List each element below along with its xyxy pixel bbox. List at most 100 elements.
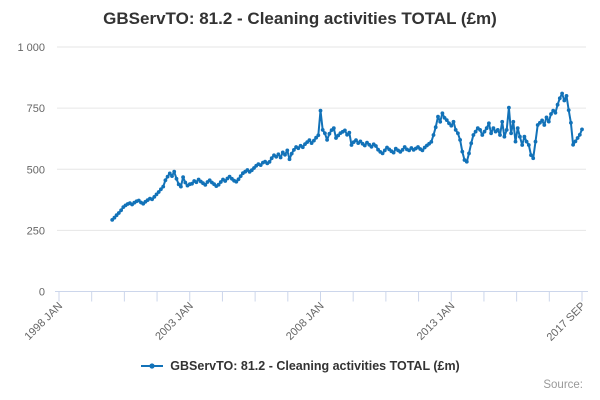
data-point-marker[interactable] bbox=[116, 211, 121, 215]
data-point-marker[interactable] bbox=[509, 131, 513, 136]
data-point-marker[interactable] bbox=[560, 91, 564, 96]
data-point-marker[interactable] bbox=[533, 139, 538, 144]
data-point-marker[interactable] bbox=[573, 139, 578, 144]
data-point-marker[interactable] bbox=[312, 138, 316, 143]
data-point-marker[interactable] bbox=[564, 94, 569, 98]
data-point-marker[interactable] bbox=[347, 130, 352, 135]
data-point-marker[interactable] bbox=[283, 152, 287, 157]
data-point-marker[interactable] bbox=[433, 125, 438, 130]
data-point-marker[interactable] bbox=[314, 135, 318, 140]
data-point-marker[interactable] bbox=[518, 134, 522, 139]
data-point-marker[interactable] bbox=[458, 138, 462, 142]
data-point-marker[interactable] bbox=[269, 156, 274, 161]
data-point-marker[interactable] bbox=[402, 145, 407, 149]
data-point-marker[interactable] bbox=[320, 128, 325, 132]
data-point-marker[interactable] bbox=[471, 133, 476, 137]
data-point-marker[interactable] bbox=[449, 123, 454, 128]
data-point-marker[interactable] bbox=[513, 139, 518, 144]
data-point-marker[interactable] bbox=[216, 182, 221, 187]
data-point-marker[interactable] bbox=[491, 126, 496, 131]
data-point-marker[interactable] bbox=[540, 118, 544, 123]
data-point-marker[interactable] bbox=[343, 128, 347, 133]
series-line[interactable] bbox=[111, 92, 583, 221]
data-point-marker[interactable] bbox=[258, 163, 263, 167]
data-point-marker[interactable] bbox=[156, 190, 161, 194]
data-point-marker[interactable] bbox=[495, 128, 500, 132]
data-point-marker[interactable] bbox=[296, 146, 301, 151]
data-point-marker[interactable] bbox=[369, 144, 374, 149]
data-point-marker[interactable] bbox=[456, 131, 460, 136]
data-point-marker[interactable] bbox=[154, 192, 159, 197]
data-point-marker[interactable] bbox=[507, 105, 511, 110]
data-point-marker[interactable] bbox=[287, 157, 292, 162]
data-point-marker[interactable] bbox=[181, 175, 186, 180]
data-point-marker[interactable] bbox=[349, 143, 354, 147]
data-point-marker[interactable] bbox=[309, 141, 314, 145]
chart-canvas[interactable]: 0 250 500 750 1 000 1998 JAN 2003 JAN 2008 JAN 2… bbox=[0, 40, 600, 355]
data-point-marker[interactable] bbox=[502, 134, 507, 139]
data-point-marker[interactable] bbox=[469, 141, 474, 146]
data-point-marker[interactable] bbox=[562, 98, 567, 103]
data-point-marker[interactable] bbox=[407, 148, 411, 153]
data-point-marker[interactable] bbox=[318, 108, 323, 113]
data-point-marker[interactable] bbox=[203, 183, 208, 187]
data-point-marker[interactable] bbox=[234, 179, 239, 184]
data-point-marker[interactable] bbox=[354, 138, 358, 143]
data-point-marker[interactable] bbox=[542, 123, 547, 127]
data-point-marker[interactable] bbox=[489, 131, 493, 136]
data-point-marker[interactable] bbox=[159, 187, 163, 192]
data-point-marker[interactable] bbox=[473, 129, 478, 134]
data-point-marker[interactable] bbox=[380, 151, 385, 156]
data-point-marker[interactable] bbox=[460, 149, 465, 154]
data-point-marker[interactable] bbox=[429, 140, 434, 144]
data-point-marker[interactable] bbox=[400, 148, 405, 152]
data-point-marker[interactable] bbox=[325, 138, 329, 142]
data-point-marker[interactable] bbox=[546, 119, 551, 124]
data-point-marker[interactable] bbox=[531, 156, 536, 161]
data-point-marker[interactable] bbox=[482, 129, 487, 134]
data-point-marker[interactable] bbox=[278, 155, 283, 160]
data-point-marker[interactable] bbox=[163, 178, 168, 183]
data-point-marker[interactable] bbox=[236, 177, 241, 182]
data-point-marker[interactable] bbox=[170, 174, 174, 179]
data-point-marker[interactable] bbox=[172, 169, 177, 174]
data-point-marker[interactable] bbox=[526, 143, 531, 147]
data-point-marker[interactable] bbox=[179, 184, 183, 189]
data-point-marker[interactable] bbox=[511, 119, 516, 124]
data-point-marker[interactable] bbox=[112, 215, 117, 220]
data-point-marker[interactable] bbox=[362, 143, 367, 148]
data-point-marker[interactable] bbox=[276, 152, 281, 157]
data-point-marker[interactable] bbox=[520, 143, 525, 147]
data-point-marker[interactable] bbox=[453, 128, 458, 132]
data-point-marker[interactable] bbox=[464, 159, 469, 164]
data-point-marker[interactable] bbox=[522, 134, 527, 139]
data-point-marker[interactable] bbox=[183, 180, 188, 185]
data-point-marker[interactable] bbox=[515, 126, 520, 131]
data-point-marker[interactable] bbox=[152, 195, 157, 199]
data-point-marker[interactable] bbox=[218, 180, 223, 184]
data-point-marker[interactable] bbox=[529, 153, 533, 157]
data-point-marker[interactable] bbox=[358, 139, 363, 144]
data-point-marker[interactable] bbox=[438, 119, 443, 124]
data-point-marker[interactable] bbox=[165, 174, 170, 179]
data-point-marker[interactable] bbox=[484, 126, 489, 131]
data-point-marker[interactable] bbox=[577, 132, 582, 137]
data-point-marker[interactable] bbox=[553, 110, 558, 115]
data-point-marker[interactable] bbox=[374, 144, 378, 148]
data-point-marker[interactable] bbox=[300, 145, 305, 150]
data-point-marker[interactable] bbox=[444, 118, 449, 122]
data-point-marker[interactable] bbox=[267, 160, 272, 164]
data-point-marker[interactable] bbox=[480, 133, 485, 137]
data-point-marker[interactable] bbox=[336, 133, 341, 138]
data-point-marker[interactable] bbox=[566, 108, 571, 112]
data-point-marker[interactable] bbox=[504, 128, 509, 132]
data-point-marker[interactable] bbox=[167, 171, 172, 176]
data-point-marker[interactable] bbox=[238, 174, 243, 179]
data-point-marker[interactable] bbox=[327, 131, 332, 136]
data-point-marker[interactable] bbox=[498, 133, 502, 137]
data-point-marker[interactable] bbox=[557, 96, 562, 101]
data-point-marker[interactable] bbox=[538, 120, 542, 125]
data-point-marker[interactable] bbox=[555, 102, 560, 107]
data-point-marker[interactable] bbox=[382, 148, 387, 153]
data-point-marker[interactable] bbox=[150, 197, 155, 202]
